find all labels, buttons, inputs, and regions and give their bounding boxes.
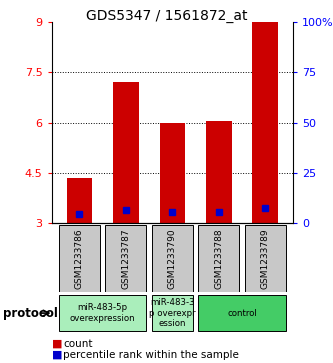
Text: protocol: protocol bbox=[3, 307, 58, 319]
FancyBboxPatch shape bbox=[245, 225, 286, 292]
FancyBboxPatch shape bbox=[198, 295, 286, 331]
FancyBboxPatch shape bbox=[59, 225, 100, 292]
Text: GSM1233788: GSM1233788 bbox=[214, 228, 223, 289]
FancyBboxPatch shape bbox=[59, 295, 146, 331]
Text: ■: ■ bbox=[52, 350, 62, 360]
Text: miR-483-5p
overexpression: miR-483-5p overexpression bbox=[70, 303, 136, 323]
Text: ■: ■ bbox=[52, 339, 62, 349]
FancyBboxPatch shape bbox=[198, 225, 239, 292]
Bar bbox=[160, 122, 185, 223]
Text: miR-483-3
p overexpr
ession: miR-483-3 p overexpr ession bbox=[149, 298, 196, 328]
Text: GSM1233786: GSM1233786 bbox=[75, 228, 84, 289]
Text: GSM1233789: GSM1233789 bbox=[261, 228, 270, 289]
Text: count: count bbox=[63, 339, 93, 349]
Text: GSM1233790: GSM1233790 bbox=[168, 228, 177, 289]
Bar bbox=[67, 178, 92, 223]
Bar bbox=[206, 121, 231, 223]
Bar bbox=[252, 22, 278, 223]
FancyBboxPatch shape bbox=[152, 295, 193, 331]
Text: GSM1233787: GSM1233787 bbox=[122, 228, 131, 289]
FancyBboxPatch shape bbox=[152, 225, 193, 292]
FancyBboxPatch shape bbox=[106, 225, 146, 292]
Text: control: control bbox=[227, 309, 257, 318]
Bar bbox=[113, 82, 139, 223]
Text: GDS5347 / 1561872_at: GDS5347 / 1561872_at bbox=[86, 9, 247, 23]
Text: percentile rank within the sample: percentile rank within the sample bbox=[63, 350, 239, 360]
